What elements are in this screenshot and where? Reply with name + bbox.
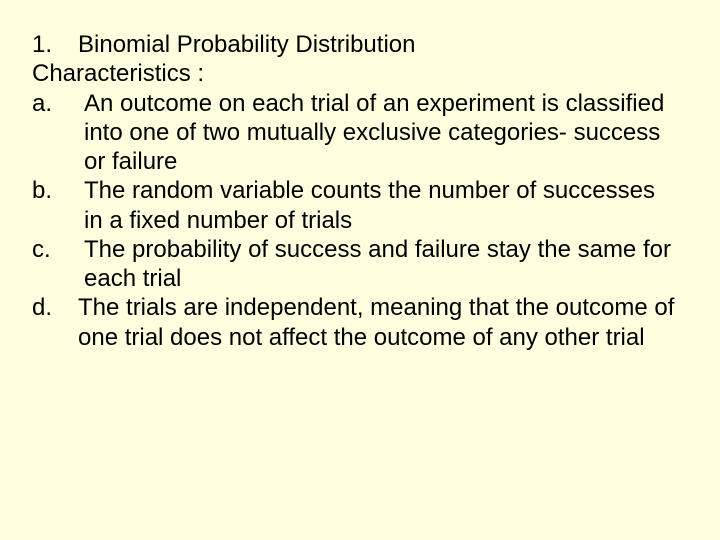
item-text-c: The probability of success and failure s… xyxy=(78,235,680,294)
item-text-b: The random variable counts the number of… xyxy=(78,176,680,235)
list-item: a. An outcome on each trial of an experi… xyxy=(32,89,680,177)
item-marker-a: a. xyxy=(32,89,78,118)
subheading-row: Characteristics : xyxy=(32,59,680,88)
subheading-text: Characteristics : xyxy=(32,59,680,88)
heading-title: Binomial Probability Distribution xyxy=(78,30,680,59)
list-item: c. The probability of success and failur… xyxy=(32,235,680,294)
heading-row: 1. Binomial Probability Distribution xyxy=(32,30,680,59)
item-marker-b: b. xyxy=(32,176,78,205)
list-item: d. The trials are independent, meaning t… xyxy=(32,293,680,352)
heading-number: 1. xyxy=(32,30,78,59)
item-text-d: The trials are independent, meaning that… xyxy=(72,293,680,352)
item-marker-c: c. xyxy=(32,235,78,264)
item-text-a: An outcome on each trial of an experimen… xyxy=(78,89,680,177)
list-item: b. The random variable counts the number… xyxy=(32,176,680,235)
item-marker-d: d. xyxy=(32,293,72,322)
